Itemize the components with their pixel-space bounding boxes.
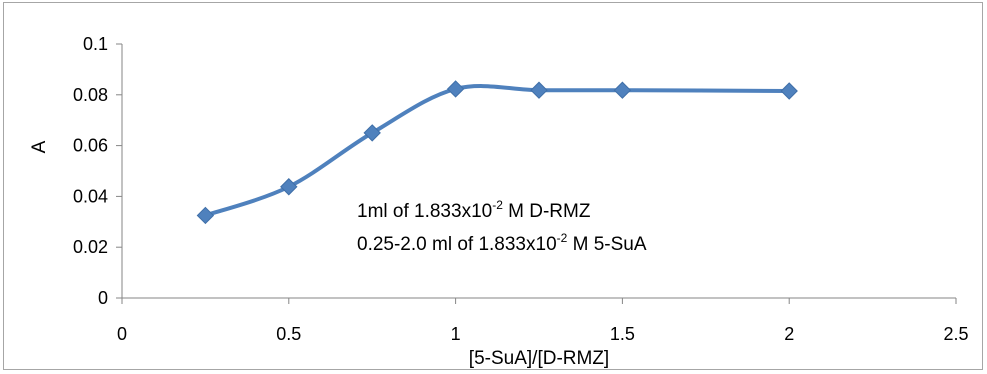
chart-area <box>3 2 983 370</box>
annotation-line-2: 0.25-2.0 ml of 1.833x10-2 M 5-SuA <box>357 231 647 255</box>
y-tick-label: 0.06 <box>73 136 108 156</box>
annotation-line-1: 1ml of 1.833x10-2 M D-RMZ <box>357 198 591 222</box>
x-tick-label: 1.5 <box>610 324 635 344</box>
data-point-marker <box>613 81 632 99</box>
y-tick-label: 0.08 <box>73 85 108 105</box>
x-tick-label: 1 <box>451 324 461 344</box>
y-tick-label: 0.02 <box>73 237 108 257</box>
y-axis-title: A <box>29 140 50 153</box>
data-point-marker <box>446 80 465 98</box>
data-point-marker <box>363 124 381 142</box>
data-point-marker <box>196 206 215 225</box>
data-point-marker <box>280 178 298 196</box>
x-axis-title: [5-SuA]/[D-RMZ] <box>469 348 609 369</box>
x-tick-label: 2 <box>784 324 794 344</box>
y-tick-label: 0.04 <box>73 186 108 206</box>
x-tick-label: 0.5 <box>276 324 301 344</box>
data-point-marker <box>780 82 798 100</box>
axes <box>121 44 956 299</box>
x-tick-label: 0 <box>117 324 127 344</box>
series-line <box>203 84 792 218</box>
x-tick-label: 2.5 <box>943 324 968 344</box>
y-tick-label: 0.1 <box>83 34 108 54</box>
data-point-marker <box>530 81 548 99</box>
y-tick-label: 0 <box>98 288 108 308</box>
tick-marks <box>116 43 957 304</box>
series-group <box>196 80 798 225</box>
tick-labels: 0 0.02 0.04 0.06 0.08 0.1 0 0.5 1 1.5 2 2.5 <box>73 34 969 344</box>
